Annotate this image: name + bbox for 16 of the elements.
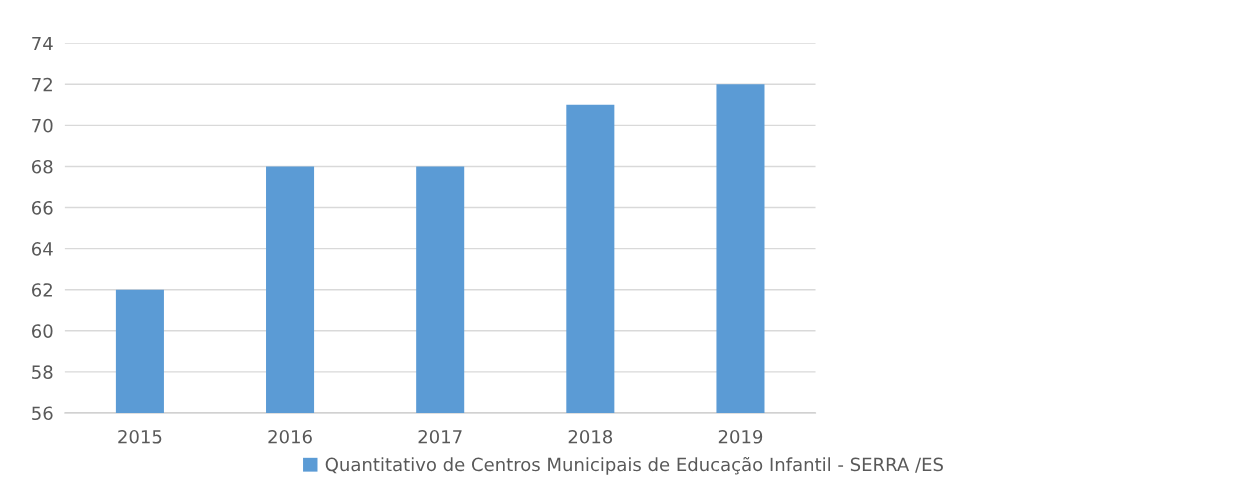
y-tick-label: 58	[32, 365, 53, 379]
x-tick-label: 2015	[118, 429, 162, 444]
y-tick-label: 68	[32, 159, 53, 174]
y-tick-label: 62	[32, 283, 52, 297]
x-tick-label: 2016	[268, 429, 312, 444]
y-tick-label: 72	[32, 77, 52, 92]
y-tick-label: 74	[32, 36, 53, 51]
y-tick-label: 66	[32, 200, 53, 215]
legend-label: Quantitativo de Centros Municipais de Educação Infantil - SERRA /ES	[325, 456, 943, 475]
y-tick-label: 64	[32, 242, 53, 256]
x-tick-label: 2017	[418, 429, 462, 444]
y-tick-label: 70	[32, 118, 53, 133]
y-tick-label: 60	[32, 324, 53, 338]
x-tick-label: 2018	[568, 429, 613, 444]
y-tick-label: 56	[32, 406, 53, 421]
x-tick-label: 2019	[718, 429, 763, 444]
